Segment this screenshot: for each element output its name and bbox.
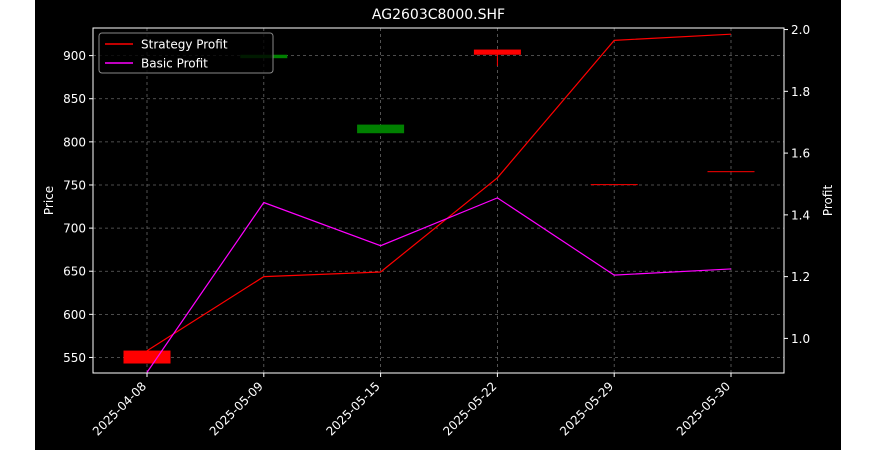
legend-label: Basic Profit [141, 57, 208, 71]
x-tick-label: 2025-05-30 [674, 379, 733, 438]
right-tick-label: 1.8 [791, 85, 810, 99]
chart-title: AG2603C8000.SHF [372, 7, 505, 23]
x-tick-label: 2025-05-29 [557, 379, 616, 438]
x-tick-label: 2025-05-22 [440, 379, 499, 438]
right-axis: 1.0 1.2 1.4 1.6 1.8 2.0 [784, 23, 810, 346]
y-axis-label-right: Profit [821, 185, 835, 217]
series-line-strategy-profit [146, 33, 732, 352]
left-tick-label: 600 [63, 308, 86, 322]
left-tick-label: 750 [63, 178, 86, 192]
x-tick-label: 2025-05-15 [324, 379, 383, 438]
series-line-basic-profit [146, 197, 732, 373]
legend-box [98, 32, 274, 74]
y-axis-label-left: Price [42, 186, 56, 215]
left-tick-label: 800 [63, 135, 86, 149]
candle-body [473, 49, 521, 55]
grid-layer [93, 28, 784, 373]
left-tick-label: 700 [63, 222, 86, 236]
legend: Strategy Profit Basic Profit [98, 32, 274, 74]
chart-figure: 550 600 650 700 750 800 850 900 1.0 1.2 1.4 1.6 1.8… [35, 0, 841, 450]
right-tick-label: 1.6 [791, 147, 810, 161]
candle-layer [123, 49, 755, 364]
axes-frame [92, 27, 785, 374]
chart-svg: 550 600 650 700 750 800 850 900 1.0 1.2 1.4 1.6 1.8… [42, 7, 835, 438]
candle-body [590, 184, 638, 186]
right-tick-label: 1.2 [791, 270, 810, 284]
left-tick-label: 650 [63, 265, 86, 279]
left-tick-label: 900 [63, 49, 86, 63]
x-axis: 2025-04-08 2025-05-09 2025-05-15 2025-05-22… [90, 373, 733, 438]
x-tick-label: 2025-05-09 [207, 379, 266, 438]
left-tick-label: 550 [63, 351, 86, 365]
right-tick-label: 1.4 [791, 208, 810, 222]
series-layer [146, 33, 732, 373]
right-tick-label: 1.0 [791, 332, 810, 346]
legend-label: Strategy Profit [141, 38, 228, 52]
right-tick-label: 2.0 [791, 23, 810, 37]
left-axis: 550 600 650 700 750 800 850 900 [63, 49, 93, 365]
candle-body [357, 124, 405, 134]
candle-body [123, 350, 171, 364]
candle-body [707, 171, 755, 173]
left-tick-label: 850 [63, 92, 86, 106]
x-tick-label: 2025-04-08 [90, 379, 149, 438]
